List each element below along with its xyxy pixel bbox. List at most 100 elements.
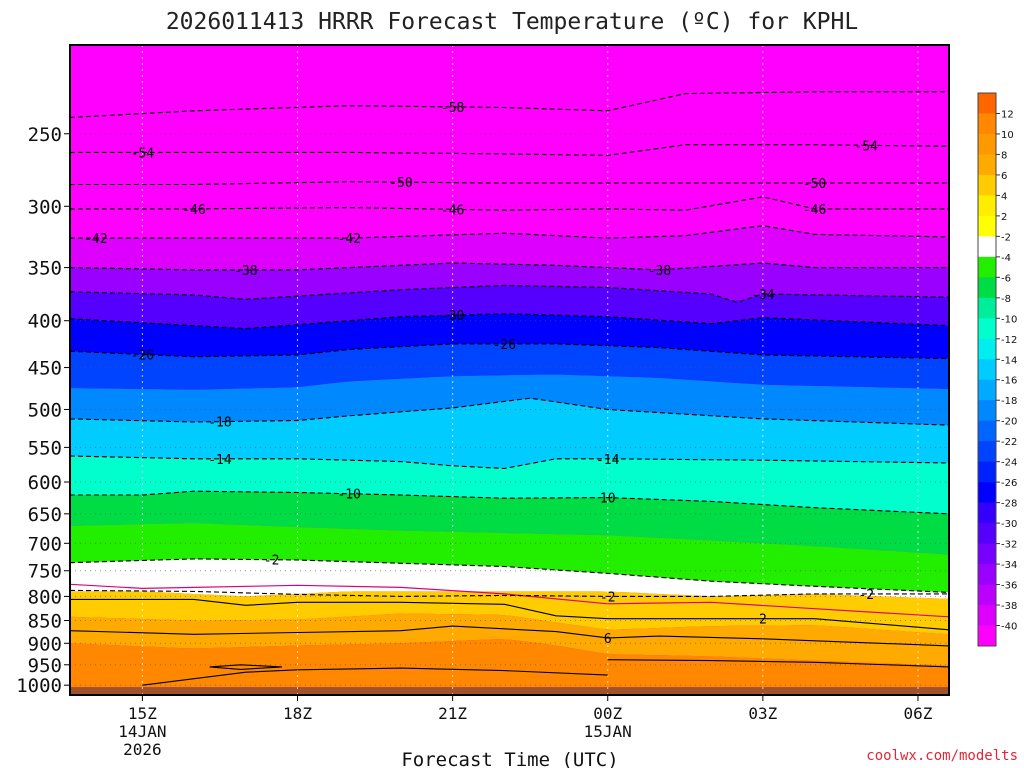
colorbar-label: -20	[1001, 417, 1017, 428]
y-tick-label: 650	[28, 504, 62, 526]
colorbar-swatch	[978, 482, 996, 504]
colorbar-swatch	[978, 195, 996, 217]
y-tick-label: 500	[28, 399, 62, 421]
y-tick-label: 700	[28, 533, 62, 555]
y-tick-label: 350	[28, 258, 62, 280]
freezing-line	[69, 583, 950, 618]
colorbar-label: -36	[1001, 581, 1017, 592]
colorbar-label: -24	[1001, 458, 1017, 469]
colorbar-label: -2	[1001, 232, 1011, 243]
colorbar-label: 12	[1001, 109, 1014, 120]
x-tick-year: 2026	[123, 740, 162, 759]
x-tick-label: 06Z	[904, 704, 933, 723]
colorbar-swatch	[978, 564, 996, 586]
contour-line	[69, 625, 950, 647]
contour-line	[70, 598, 950, 631]
contour-line	[70, 196, 949, 211]
contour-label: -18	[208, 416, 231, 431]
contour-label: -10	[337, 488, 360, 503]
colorbar-swatch	[978, 625, 996, 647]
contour-line	[70, 181, 949, 186]
temperature-band	[70, 181, 949, 211]
colorbar: 12 10 8 6 4 2 -2 -4 -6 -8 -10 -12 -14 -16 -18 -20 -22 -24…	[977, 92, 1017, 647]
plot-area	[70, 45, 949, 695]
colorbar-swatch	[978, 174, 996, 196]
colorbar-swatch	[978, 133, 996, 155]
x-tick-label: 00Z	[593, 704, 622, 723]
contour-label: -54	[131, 146, 155, 161]
y-tick-label: 850	[28, 611, 62, 633]
contour-line	[69, 343, 950, 360]
x-tick-label: 21Z	[438, 704, 467, 723]
contour-line	[69, 455, 950, 470]
colorbar-label: 8	[1001, 150, 1007, 161]
contour-line	[69, 262, 949, 271]
colorbar-label: -12	[1001, 335, 1017, 346]
colorbar-swatch	[978, 584, 996, 606]
contour-label: 10	[600, 492, 616, 507]
contour-line	[69, 558, 950, 593]
colorbar-swatch	[978, 605, 996, 627]
colorbar-swatch	[978, 379, 996, 401]
colorbar-label: 10	[1001, 130, 1014, 141]
colorbar-swatch	[978, 113, 996, 135]
y-tick-label: 750	[28, 561, 62, 583]
colorbar-label: -6	[1001, 273, 1011, 284]
contour-label: -50	[389, 176, 412, 191]
temperature-band	[70, 144, 949, 185]
temperature-band	[70, 313, 949, 359]
temperature-band	[70, 559, 949, 599]
colorbar-swatch	[978, 400, 996, 422]
contour-label: 2	[759, 613, 767, 628]
y-tick-label: 900	[28, 633, 62, 655]
y-tick-label: 800	[28, 586, 62, 608]
temperature-band	[70, 456, 949, 514]
y-tick-label: 550	[28, 437, 62, 459]
colorbar-label: -22	[1001, 437, 1017, 448]
y-tick-label: 250	[28, 124, 62, 146]
colorbar-swatch	[978, 359, 996, 381]
contour-line	[69, 397, 950, 426]
temperature-band	[70, 591, 949, 635]
contour-label: -38	[648, 264, 671, 279]
colorbar-label: 6	[1001, 171, 1007, 182]
colorbar-label: -40	[1001, 622, 1017, 633]
contour-line	[69, 313, 950, 330]
colorbar-label: 4	[1001, 191, 1007, 202]
contour-label: -26	[493, 338, 516, 353]
colorbar-swatch	[978, 93, 996, 114]
temperature-band	[70, 226, 949, 270]
y-tick-label: 950	[28, 655, 62, 677]
colorbar-swatch	[978, 318, 996, 340]
x-axis-label: Forecast Time (UTC)	[401, 749, 618, 768]
contour-label: -46	[441, 203, 464, 218]
colorbar-swatch	[978, 297, 996, 319]
colorbar-swatch	[978, 502, 996, 524]
contour-line	[69, 284, 950, 303]
temperature-band	[70, 263, 949, 301]
contour-label: -2	[600, 590, 616, 605]
contour-label: -2	[264, 554, 280, 569]
colorbar-label: -30	[1001, 519, 1017, 530]
colorbar-swatch	[978, 543, 996, 565]
contour-label: -50	[803, 177, 826, 192]
colorbar-swatch	[978, 338, 996, 360]
colorbar-label: -18	[1001, 396, 1017, 407]
colorbar-swatch	[978, 441, 996, 463]
colorbar-label: -32	[1001, 540, 1017, 551]
contour-label: -30	[441, 309, 464, 324]
temperature-band	[70, 613, 949, 666]
colorbar-swatch	[978, 236, 996, 258]
contour-label: -58	[441, 101, 464, 116]
colorbar-swatch	[978, 461, 996, 483]
contour-label: -42	[337, 232, 360, 247]
contour-line	[70, 225, 950, 239]
colorbar-frame	[977, 92, 997, 647]
x-tick-date: 15JAN	[584, 722, 632, 741]
plot-frame	[69, 44, 950, 696]
temperature-band	[70, 374, 949, 426]
colorbar-swatch	[978, 277, 996, 299]
y-tick-label: 300	[28, 196, 62, 218]
